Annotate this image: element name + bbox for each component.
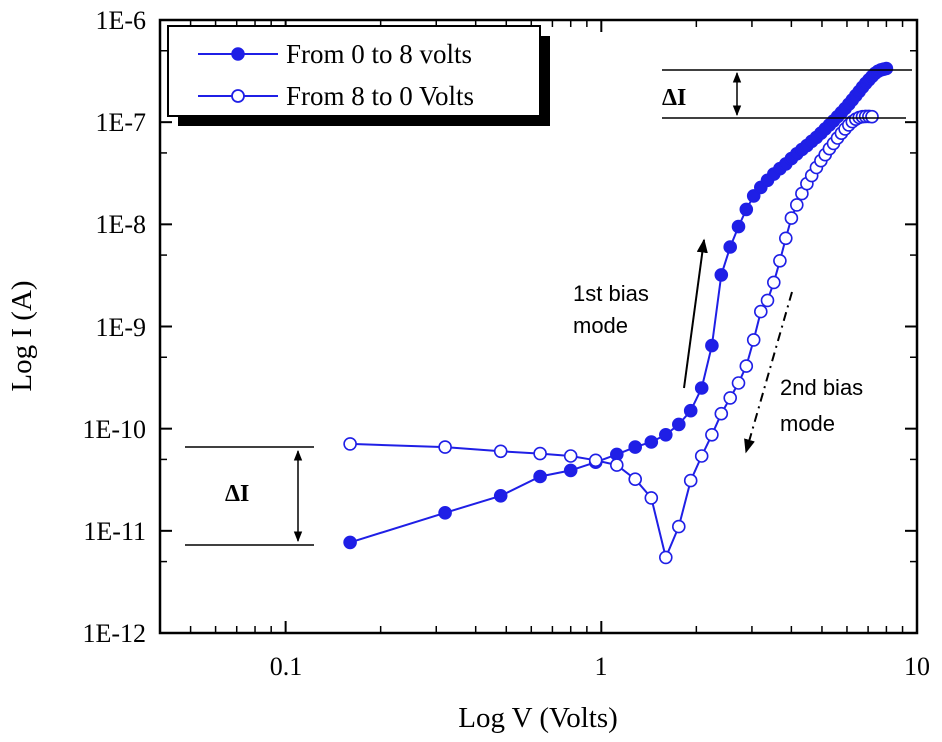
data-point-down bbox=[694, 449, 709, 463]
bias-mode-2: 2nd bias mode bbox=[744, 291, 863, 454]
data-point-down bbox=[438, 440, 452, 454]
data-point-up bbox=[731, 219, 746, 234]
data-point-down bbox=[563, 449, 578, 463]
data-point-up bbox=[723, 240, 738, 254]
data-point-down bbox=[493, 444, 508, 459]
data-point-down bbox=[644, 491, 659, 505]
bias-1-line-2: mode bbox=[573, 313, 628, 338]
data-point-down bbox=[766, 275, 781, 290]
series-points-down bbox=[343, 109, 879, 565]
data-point-up bbox=[705, 338, 719, 353]
bias-2-arrow bbox=[744, 291, 793, 454]
data-point-up bbox=[658, 427, 673, 442]
y-tick-label-3: 1E-9 bbox=[95, 313, 146, 342]
data-point-down bbox=[588, 453, 603, 468]
legend-label-up: From 0 to 8 volts bbox=[286, 39, 472, 69]
data-point-up bbox=[671, 417, 686, 432]
legend: From 0 to 8 volts From 8 to 0 Volts bbox=[167, 25, 550, 126]
data-point-down bbox=[533, 446, 547, 461]
bias-1-arrow bbox=[683, 238, 708, 389]
bias-1-line-1: 1st bias bbox=[573, 281, 649, 306]
data-point-down bbox=[628, 472, 643, 487]
data-point-up bbox=[343, 535, 357, 550]
data-point-down bbox=[671, 519, 686, 534]
data-point-down bbox=[739, 359, 754, 373]
y-tick-label-6: 1E-6 bbox=[95, 6, 146, 35]
delta-i-top: ΔI bbox=[662, 69, 912, 119]
data-point-up bbox=[879, 61, 894, 76]
data-point-up bbox=[438, 505, 452, 520]
data-point-up bbox=[694, 381, 709, 395]
data-point-down bbox=[714, 406, 729, 421]
data-point-down bbox=[343, 437, 357, 451]
bias-mode-1: 1st bias mode bbox=[573, 238, 708, 389]
data-point-up bbox=[714, 268, 729, 282]
y-tick-label-1: 1E-11 bbox=[83, 517, 146, 546]
data-point-up bbox=[533, 469, 547, 484]
legend-marker-open bbox=[231, 89, 245, 103]
x-tick-label-2: 10 bbox=[904, 652, 930, 681]
data-point-down bbox=[683, 473, 698, 488]
delta-top-label: ΔI bbox=[662, 85, 686, 111]
data-point-down bbox=[746, 333, 761, 347]
data-point-up bbox=[644, 435, 659, 449]
data-point-up bbox=[739, 202, 754, 217]
data-point-up bbox=[746, 189, 761, 203]
data-point-down bbox=[760, 293, 775, 308]
data-point-down bbox=[723, 391, 738, 405]
data-point-up bbox=[493, 488, 508, 503]
data-point-down bbox=[778, 231, 793, 246]
data-point-down bbox=[753, 304, 768, 319]
data-point-down bbox=[731, 376, 746, 390]
x-axis-title: Log V (Volts) bbox=[458, 702, 618, 734]
y-tick-label-4: 1E-8 bbox=[95, 210, 146, 239]
delta-bottom-label: ΔI bbox=[225, 481, 249, 507]
data-point-up bbox=[683, 403, 698, 418]
legend-label-down: From 8 to 0 Volts bbox=[286, 81, 474, 111]
data-point-down bbox=[609, 458, 624, 472]
bias-2-line-2: mode bbox=[780, 411, 835, 436]
bias-2-line-1: 2nd bias bbox=[780, 375, 863, 400]
x-tick-label-0: 0.1 bbox=[270, 652, 303, 681]
data-point-down bbox=[658, 550, 673, 565]
delta-i-bottom: ΔI bbox=[185, 446, 314, 546]
y-tick-label-0: 1E-12 bbox=[82, 619, 146, 648]
y-axis-title: Log I (A) bbox=[6, 280, 38, 391]
data-point-down bbox=[773, 253, 787, 268]
data-point-down bbox=[705, 427, 719, 442]
y-tick-label-5: 1E-7 bbox=[95, 108, 146, 137]
x-tick-label-1: 1 bbox=[595, 652, 608, 681]
data-point-down bbox=[865, 109, 879, 124]
legend-box bbox=[167, 25, 541, 117]
data-point-down bbox=[789, 198, 804, 212]
y-tick-label-2: 1E-10 bbox=[82, 415, 146, 444]
data-point-up bbox=[628, 440, 643, 454]
data-point-down bbox=[784, 211, 799, 225]
data-point-up bbox=[563, 463, 578, 478]
legend-marker-filled bbox=[231, 47, 245, 61]
series-points-up bbox=[343, 61, 894, 550]
